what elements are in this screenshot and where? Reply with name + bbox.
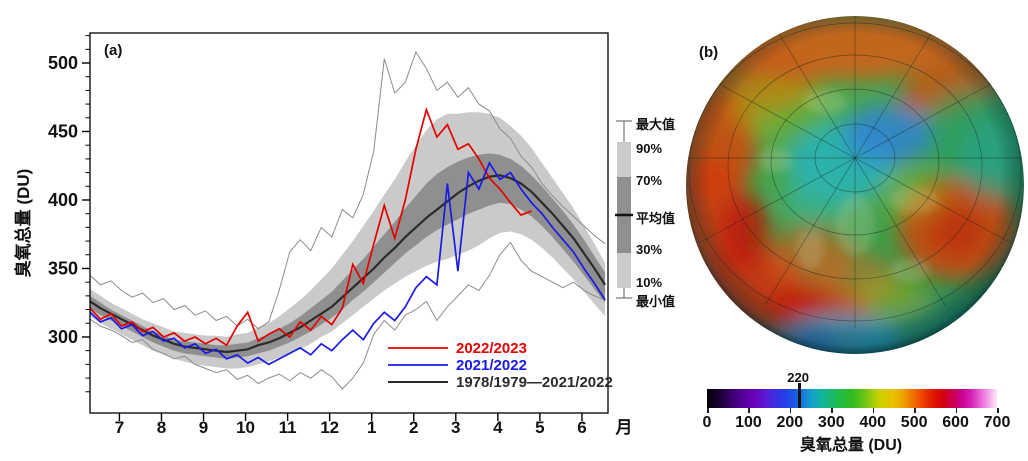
chart-text: 30%	[636, 242, 662, 257]
panel-a-label: (a)	[104, 42, 123, 59]
chart-text: 1978/1979—2021/2022	[456, 374, 613, 391]
colorbar-tick-label: 0	[702, 414, 712, 431]
panel-b-label: (b)	[699, 44, 719, 61]
chart-text: 6	[577, 418, 586, 437]
series-2021-2022-line	[90, 161, 606, 366]
chart-text: 最大值	[636, 117, 675, 132]
colorbar-tick-mark	[748, 408, 750, 413]
chart-text: 500	[48, 53, 78, 73]
colorbar-tick-mark	[707, 408, 709, 413]
chart-text: 9	[199, 418, 208, 437]
colorbar-tick-label: 600	[942, 414, 969, 431]
chart-text: 400	[48, 190, 78, 210]
chart-text: 350	[48, 258, 78, 278]
mean-line	[90, 174, 607, 354]
ozone-map-globe	[686, 16, 1024, 354]
chart-text: 90%	[636, 141, 662, 156]
colorbar-gradient	[707, 389, 997, 408]
colorbar-tick-mark	[831, 408, 833, 413]
chart-text: 300	[48, 327, 78, 347]
plot-frame	[89, 32, 609, 414]
chart-text: 450	[48, 121, 78, 141]
band-10-90	[90, 112, 606, 369]
max-envelope-line	[90, 50, 606, 330]
chart-text: 3	[451, 418, 460, 437]
min-envelope-line	[90, 241, 606, 390]
colorbar-tick-mark	[789, 408, 792, 413]
colorbar-tick-label: 200	[776, 414, 804, 431]
colorbar-tick-label: 500	[900, 414, 928, 431]
chart-text: 月	[615, 418, 633, 437]
chart-text: 2022/2023	[456, 340, 527, 357]
colorbar-tick-label: 300	[817, 414, 845, 431]
chart-text: 10	[236, 418, 255, 437]
colorbar-220-label: 220	[787, 370, 809, 385]
chart-text: 8	[157, 418, 166, 437]
plot-data-layer	[90, 50, 607, 390]
series-2022-2023-line	[90, 106, 532, 347]
chart-text: 平均值	[636, 211, 675, 226]
meridians	[686, 16, 1024, 328]
chart-text: 10%	[636, 275, 662, 290]
colorbar-tick-mark	[955, 408, 958, 413]
colorbar-tick-mark	[914, 408, 916, 413]
chart-text: 4	[493, 418, 503, 437]
chart-text: 最小值	[636, 294, 675, 309]
chart-text: 7	[115, 418, 124, 437]
chart-text: 11	[279, 418, 297, 437]
band-30-70	[90, 153, 606, 359]
chart-text: 5	[535, 418, 544, 437]
colorbar-tick-label: 700	[983, 414, 1011, 431]
chart-text: 12	[320, 418, 339, 437]
colorbar-tick-label: 400	[859, 414, 887, 431]
colorbar-tick-mark	[997, 408, 999, 413]
y-axis-title: 臭氧总量 (DU)	[14, 168, 33, 278]
colorbar-tick-label: 100	[735, 414, 762, 431]
chart-text: 2021/2022	[456, 357, 527, 374]
chart-text: 70%	[636, 173, 662, 188]
colorbar-title: 臭氧总量 (DU)	[799, 437, 903, 454]
chart-text: 1	[367, 418, 376, 437]
colorbar-tick-mark	[872, 408, 875, 413]
chart-text: 2	[409, 418, 418, 437]
colorbar-220-marker	[798, 383, 801, 408]
